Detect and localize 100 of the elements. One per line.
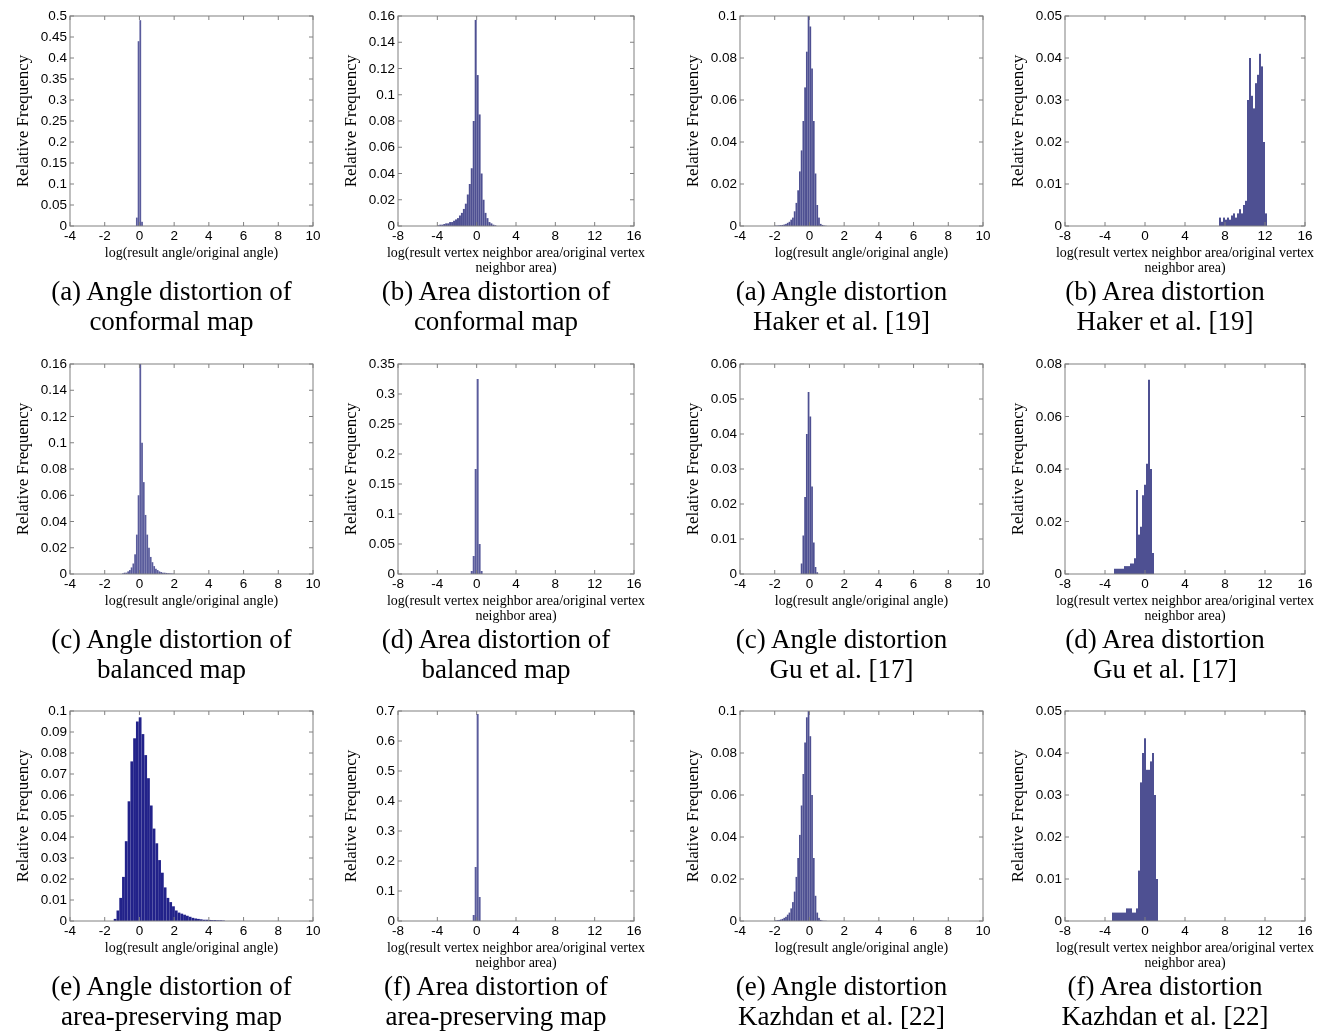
y-tick-label: 0.04 xyxy=(710,134,738,149)
y-tick-label: 0.5 xyxy=(376,763,395,778)
x-tick-label: 16 xyxy=(1297,923,1313,938)
y-tick-label: 0.3 xyxy=(48,92,67,107)
x-axis-title: log(result vertex neighbor area/original vertex neighbor area) xyxy=(1055,245,1315,276)
x-tick-label: 16 xyxy=(626,923,642,938)
y-tick-label: 0.06 xyxy=(710,356,737,371)
x-tick-label: -4 xyxy=(1098,576,1112,591)
y-tick-label: 0.08 xyxy=(710,50,737,65)
y-axis-title: Relative Frequency xyxy=(341,749,360,883)
x-tick-label: 4 xyxy=(512,576,521,591)
y-tick-label: 0.14 xyxy=(40,382,68,398)
x-tick-label: 4 xyxy=(875,576,884,591)
x-tick-label: 0 xyxy=(135,923,144,938)
x-tick-label: 8 xyxy=(274,228,283,243)
x-tick-label: 0 xyxy=(472,576,481,591)
y-tick-label: 0.12 xyxy=(368,60,395,76)
y-axis-title: Relative Frequency xyxy=(13,54,32,188)
y-tick-label: 0.05 xyxy=(1035,8,1062,23)
y-tick-label: 0.16 xyxy=(40,356,67,371)
text: (d) Area distortion of balanced map xyxy=(381,624,611,684)
x-tick-label: 4 xyxy=(1181,576,1190,591)
y-tick-label: 0.02 xyxy=(710,496,737,511)
y-tick-label: 0.05 xyxy=(1035,703,1062,718)
x-tick-label: 4 xyxy=(1181,228,1190,243)
y-tick-label: 0 xyxy=(387,913,395,928)
y-tick-label: 0.25 xyxy=(368,416,395,431)
x-tick-label: 4 xyxy=(512,923,521,938)
y-tick-label: 0.06 xyxy=(40,787,67,802)
x-axis-title: log(result angle/original angle) xyxy=(104,593,279,609)
x-axis-title: log(result vertex neighbor area/original vertex neighbor area) xyxy=(386,593,646,624)
y-tick-label: 0.4 xyxy=(48,50,68,65)
y-tick-label: 0.02 xyxy=(40,539,67,555)
text: (a) Angle distortion Haker et al. [19] xyxy=(735,276,948,336)
x-tick-label: 4 xyxy=(205,923,214,938)
y-tick-label: 0.04 xyxy=(40,829,68,844)
x-axis-title: log(result angle/original angle) xyxy=(774,593,949,609)
x-tick-label: 12 xyxy=(587,576,603,591)
y-tick-label: 0.05 xyxy=(40,808,67,823)
x-tick-label: 2 xyxy=(840,923,848,938)
y-tick-label: 0.08 xyxy=(710,745,737,760)
x-tick-label: 10 xyxy=(305,923,321,938)
y-tick-label: 0.4 xyxy=(376,793,396,808)
y-tick-label: 0.02 xyxy=(40,871,67,886)
x-tick-label: 2 xyxy=(170,228,178,243)
y-tick-label: 0.1 xyxy=(48,434,67,450)
x-tick-label: 2 xyxy=(840,228,848,243)
x-tick-label: 0 xyxy=(805,923,814,938)
y-tick-label: 0 xyxy=(387,218,395,233)
y-tick-label: 0.08 xyxy=(1035,356,1062,371)
x-axis-title: log(result angle/original angle) xyxy=(104,245,279,261)
text: (e) Angle distortion Kazhdan et al. [22] xyxy=(735,971,948,1031)
y-tick-label: 0.06 xyxy=(40,487,67,503)
x-tick-label: 12 xyxy=(587,923,603,938)
x-axis-title: log(result angle/original angle) xyxy=(774,245,949,261)
y-axis-title: Relative Frequency xyxy=(1008,749,1027,883)
y-axis-title: Relative Frequency xyxy=(683,402,702,536)
y-tick-label: 0.01 xyxy=(40,892,67,907)
y-axis-title: Relative Frequency xyxy=(683,749,702,883)
y-tick-label: 0.15 xyxy=(368,476,395,491)
x-tick-label: -4 xyxy=(431,228,444,243)
y-tick-label: 0.02 xyxy=(1035,513,1062,529)
y-tick-label: 0.1 xyxy=(376,506,395,521)
x-tick-label: 6 xyxy=(239,228,248,243)
y-tick-label: 0 xyxy=(1054,566,1062,581)
y-tick-label: 0.06 xyxy=(368,139,395,155)
y-tick-label: 0.02 xyxy=(710,871,737,886)
y-tick-label: 0.02 xyxy=(1035,829,1062,844)
x-tick-label: 4 xyxy=(205,576,214,591)
y-axis-title: Relative Frequency xyxy=(1008,402,1027,536)
y-tick-label: 0.04 xyxy=(40,513,68,529)
x-tick-label: 0 xyxy=(805,228,814,243)
y-tick-label: 0.14 xyxy=(368,34,396,50)
x-tick-label: 2 xyxy=(840,576,848,591)
y-tick-label: 0.02 xyxy=(368,191,395,207)
y-tick-label: 0 xyxy=(1054,913,1062,928)
x-tick-label: -4 xyxy=(431,923,444,938)
y-tick-label: 0.12 xyxy=(40,408,67,424)
text: (f) Area distortion of area-preserving map xyxy=(383,971,609,1031)
y-tick-label: 0.1 xyxy=(376,86,395,102)
y-tick-label: 0.04 xyxy=(1035,745,1063,760)
y-tick-label: 0.01 xyxy=(1035,176,1062,191)
x-tick-label: -4 xyxy=(1098,228,1112,243)
x-tick-label: 10 xyxy=(975,576,991,591)
text: (e) Angle distortion of area-preserving map xyxy=(51,971,292,1031)
y-tick-label: 0.08 xyxy=(40,745,67,760)
y-tick-label: 0.06 xyxy=(1035,408,1062,424)
y-axis-title: Relative Frequency xyxy=(13,402,32,536)
x-tick-label: 16 xyxy=(1297,228,1313,243)
x-tick-label: 4 xyxy=(1181,923,1190,938)
y-tick-label: 0.6 xyxy=(376,733,395,748)
x-tick-label: 8 xyxy=(551,228,560,243)
x-tick-label: 8 xyxy=(944,923,953,938)
text: (c) Angle distortion of balanced map xyxy=(51,624,292,684)
y-tick-label: 0.06 xyxy=(710,787,737,802)
text: (b) Area distortion Haker et al. [19] xyxy=(1065,276,1266,336)
y-tick-label: 0.07 xyxy=(40,766,67,781)
x-tick-label: 8 xyxy=(1221,228,1229,243)
text: (c) Angle distortion Gu et al. [17] xyxy=(735,624,948,684)
x-tick-label: 8 xyxy=(944,228,953,243)
